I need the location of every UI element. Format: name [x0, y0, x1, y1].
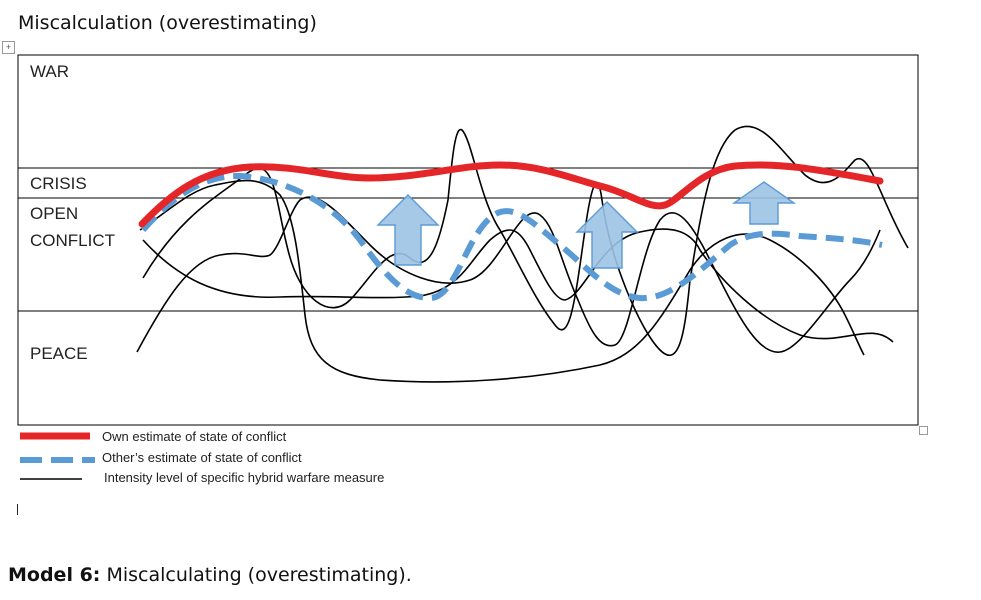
text-cursor — [17, 504, 18, 515]
intensity-curves — [136, 125, 909, 383]
zone-conflict-label: CONFLICT — [30, 231, 115, 250]
own-estimate-line — [138, 161, 884, 228]
zone-war-label: WAR — [30, 62, 69, 81]
intensity-curve — [139, 179, 865, 383]
escalation-arrow-icon — [575, 201, 639, 269]
caption-text: Miscalculating (overestimating). — [100, 564, 412, 586]
table-resize-handle[interactable] — [919, 426, 928, 435]
intensity-curve — [142, 125, 909, 357]
escalation-arrow-icon — [376, 194, 440, 266]
figure-caption: Model 6: Miscalculating (overestimating)… — [8, 564, 412, 586]
diagram-title: Miscalculation (overestimating) — [18, 12, 317, 34]
legend-own-label: Own estimate of state of conflict — [102, 429, 287, 444]
escalation-arrow-icon — [731, 181, 797, 225]
zone-peace-label: PEACE — [30, 344, 88, 363]
diagram-frame — [17, 54, 919, 426]
intensity-curve — [136, 196, 881, 353]
caption-label: Model 6: — [8, 564, 101, 586]
zone-crisis-label: CRISIS — [30, 174, 87, 193]
zone-open-label: OPEN — [30, 204, 78, 223]
legend-intensity-label: Intensity level of specific hybrid warfa… — [104, 470, 384, 485]
intensity-curve — [142, 228, 894, 343]
legend-other-label: Other’s estimate of state of conflict — [102, 450, 302, 465]
table-move-handle-icon[interactable]: + — [2, 41, 15, 54]
others-estimate-line — [140, 172, 883, 302]
